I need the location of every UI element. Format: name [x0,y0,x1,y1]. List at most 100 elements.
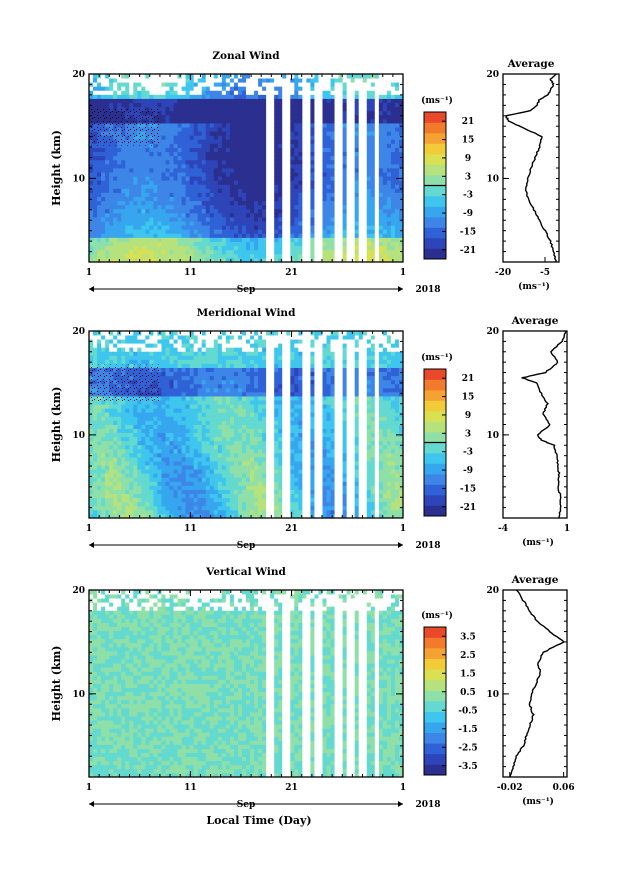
heatmap-cell [294,212,299,218]
heatmap-cell [117,509,122,515]
heatmap-cell [109,221,114,226]
heatmap-cell [213,163,219,169]
heatmap-cell [181,477,187,482]
heatmap-cell [254,143,259,148]
heatmap-cell [185,505,191,511]
heatmap-cell [362,131,368,136]
heatmap-cell [101,481,106,486]
heatmap-cell [205,98,211,104]
heatmap-cell [217,212,223,218]
heatmap-cell [254,196,259,202]
heatmap-cell [326,90,331,95]
heatmap-cell [366,188,372,193]
heatmap-cell [101,168,106,173]
heatmap-cell [185,513,191,519]
heatmap-cell [113,151,118,157]
heatmap-cell [286,257,291,263]
heatmap-cell [246,106,251,112]
heatmap-cell [161,420,166,425]
heatmap-cell [346,168,352,173]
heatmap-cell [177,347,182,352]
heatmap-cell [262,123,267,128]
heatmap-cell [201,114,207,120]
heatmap-cell [97,212,102,218]
heatmap-cell [177,204,182,210]
heatmap-cell [161,339,166,344]
heatmap-cell [141,163,146,169]
heatmap-cell [185,118,191,124]
heatmap-cell [189,343,195,348]
heatmap-cell [101,473,106,478]
heatmap-cell [266,212,271,218]
heatmap-cell [173,180,178,185]
heatmap-cell [326,139,331,144]
heatmap-cell [109,477,114,482]
heatmap-cell [89,74,94,79]
heatmap-cell [149,477,154,482]
heatmap-cell [197,192,203,198]
heatmap-cell [398,106,404,112]
heatmap-cell [354,172,360,177]
heatmap-cell [302,241,307,247]
heatmap-cell [129,481,134,486]
heatmap-cell [286,229,291,234]
heatmap-cell [237,241,243,247]
heatmap-cell [181,391,187,397]
heatmap-cell [338,217,344,222]
heatmap-cell [282,143,287,148]
heatmap-cell [298,110,303,116]
heatmap-cell [101,102,106,108]
heatmap-cell [177,106,182,112]
heatmap-cell [258,131,263,136]
heatmap-cell [221,159,227,165]
heatmap-cell [141,335,146,340]
heatmap-cell [318,184,323,189]
heatmap-cell [318,217,323,222]
heatmap-cell [326,225,331,230]
heatmap-cell [117,412,122,417]
heatmap-cell [89,180,94,185]
heatmap-cell [366,74,372,79]
heatmap-cell [197,139,203,144]
heatmap-cell [229,94,235,99]
heatmap-cell [125,151,130,157]
heatmap-cell [229,192,235,198]
heatmap-cell [346,155,352,161]
heatmap-cell [209,90,215,95]
heatmap-cell [157,465,162,470]
heatmap-cell [250,139,255,144]
heatmap-cell [270,204,275,210]
heatmap-cell [213,221,219,226]
heatmap-cell [129,461,134,466]
heatmap-cell [290,155,295,161]
heatmap-cell [286,241,291,247]
heatmap-cell [121,331,126,336]
heatmap-cell [153,208,158,214]
heatmap-cell [213,241,219,247]
heatmap-cell [161,225,166,230]
heatmap-cell [362,212,368,218]
heatmap-cell [322,249,327,255]
heatmap-cell [129,408,134,413]
heatmap-cell [330,188,335,193]
heatmap-cell [205,159,211,165]
heatmap-cell [374,131,380,136]
heatmap-cell [157,505,162,511]
heatmap-cell [290,257,295,263]
heatmap-cell [165,469,170,474]
heatmap-cell [346,184,352,189]
heatmap-cell [358,94,364,99]
heatmap-cell [153,184,158,189]
heatmap-cell [294,86,299,91]
heatmap-cell [105,74,110,79]
heatmap-cell [334,188,339,193]
heatmap-cell [262,102,267,108]
heatmap-cell [141,501,146,507]
heatmap-cell [173,90,178,95]
heatmap-cell [282,212,287,218]
heatmap-cell [278,192,283,198]
heatmap-cell [177,102,182,108]
heatmap-cell [165,428,170,434]
heatmap-cell [129,331,134,336]
heatmap-cell [298,172,303,177]
